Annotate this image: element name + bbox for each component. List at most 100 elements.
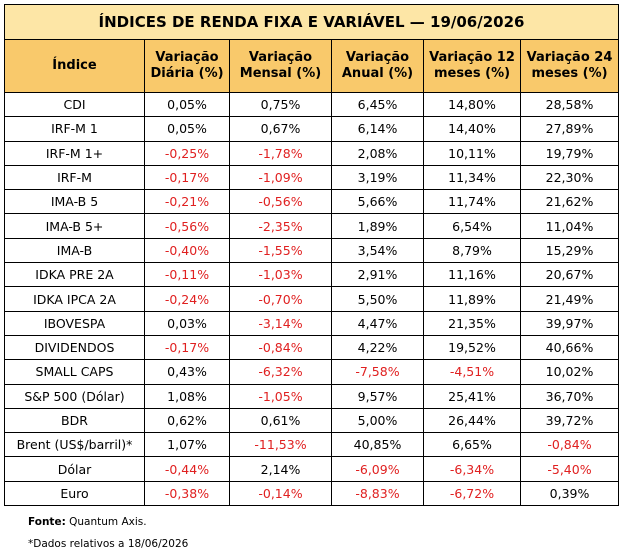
column-header: Variação 12 meses (%) — [423, 39, 521, 93]
cell-value: 5,00% — [331, 407, 424, 434]
cell-value: 21,49% — [520, 286, 619, 312]
cell-value: 0,05% — [144, 116, 230, 142]
cell-value: 19,79% — [520, 140, 619, 166]
table-row: DIVIDENDOS -0,17% -0,84% 4,22% 19,52% 40,66% — [4, 334, 619, 361]
table-row: IRF-M 1+ -0,25% -1,78% 2,08% 10,11% 19,79% — [4, 140, 619, 166]
index-name: Dólar — [4, 456, 145, 482]
cell-value: 14,40% — [423, 116, 521, 142]
column-header: Variação Anual (%) — [331, 39, 424, 93]
cell-value: 36,70% — [520, 383, 619, 409]
cell-value: -6,32% — [229, 359, 332, 385]
cell-value: 6,65% — [423, 432, 521, 458]
cell-value: 3,54% — [331, 237, 424, 264]
cell-value: 11,16% — [423, 262, 521, 288]
cell-value: 39,72% — [520, 407, 619, 434]
cell-value: -11,53% — [229, 432, 332, 458]
index-name: DIVIDENDOS — [4, 334, 145, 361]
cell-value: 2,14% — [229, 456, 332, 482]
table-row: IMA-B 5 -0,21% -0,56% 5,66% 11,74% 21,62% — [4, 189, 619, 215]
index-name: IRF-M 1+ — [4, 140, 145, 166]
cell-value: 8,79% — [423, 237, 521, 264]
index-name: IRF-M 1 — [4, 116, 145, 142]
index-name: CDI — [4, 91, 145, 118]
table-row: Brent (US$/barril)* 1,07% -11,53% 40,85% 6,6… — [4, 432, 619, 458]
cell-value: -1,09% — [229, 164, 332, 191]
table-row: Dólar -0,44% 2,14% -6,09% -6,34% -5,40% — [4, 456, 619, 482]
table-title: ÍNDICES DE RENDA FIXA E VARIÁVEL — 19/06… — [4, 4, 619, 40]
index-name: SMALL CAPS — [4, 359, 145, 385]
cell-value: 21,35% — [423, 310, 521, 336]
cell-value: 0,05% — [144, 91, 230, 118]
column-header: Variação Diária (%) — [144, 39, 230, 93]
cell-value: -4,51% — [423, 359, 521, 385]
cell-value: -0,14% — [229, 480, 332, 507]
cell-value: -6,72% — [423, 480, 521, 507]
cell-value: -7,58% — [331, 359, 424, 385]
cell-value: -8,83% — [331, 480, 424, 507]
table-row: IDKA PRE 2A -0,11% -1,03% 2,91% 11,16% 20,67% — [4, 262, 619, 288]
cell-value: 25,41% — [423, 383, 521, 409]
cell-value: 6,54% — [423, 213, 521, 239]
cell-value: -0,70% — [229, 286, 332, 312]
cell-value: 4,22% — [331, 334, 424, 361]
index-name: BDR — [4, 407, 145, 434]
cell-value: 4,47% — [331, 310, 424, 336]
source-text: Quantum Axis. — [69, 516, 147, 528]
cell-value: -0,56% — [144, 213, 230, 239]
cell-value: 0,03% — [144, 310, 230, 336]
index-name: IMA-B 5+ — [4, 213, 145, 239]
cell-value: 40,85% — [331, 432, 424, 458]
cell-value: 11,74% — [423, 189, 521, 215]
cell-value: 1,07% — [144, 432, 230, 458]
cell-value: 0,39% — [520, 480, 619, 507]
cell-value: -0,24% — [144, 286, 230, 312]
cell-value: 15,29% — [520, 237, 619, 264]
cell-value: -1,55% — [229, 237, 332, 264]
table-row: BDR 0,62% 0,61% 5,00% 26,44% 39,72% — [4, 407, 619, 434]
table-row: SMALL CAPS 0,43% -6,32% -7,58% -4,51% 10,02% — [4, 359, 619, 385]
cell-value: 1,08% — [144, 383, 230, 409]
cell-value: 2,91% — [331, 262, 424, 288]
table-row: CDI 0,05% 0,75% 6,45% 14,80% 28,58% — [4, 91, 619, 118]
source: Fonte: Quantum Axis. — [28, 516, 147, 528]
note: *Dados relativos a 18/06/2026 — [28, 538, 189, 550]
table-row: IDKA IPCA 2A -0,24% -0,70% 5,50% 11,89% 21,49… — [4, 286, 619, 312]
cell-value: 0,67% — [229, 116, 332, 142]
cell-value: -0,40% — [144, 237, 230, 264]
cell-value: -0,44% — [144, 456, 230, 482]
table-row: IMA-B 5+ -0,56% -2,35% 1,89% 6,54% 11,04% — [4, 213, 619, 239]
table-row: Euro -0,38% -0,14% -8,83% -6,72% 0,39% — [4, 480, 619, 507]
index-name: Euro — [4, 480, 145, 507]
cell-value: -0,17% — [144, 334, 230, 361]
cell-value: -1,03% — [229, 262, 332, 288]
cell-value: 11,89% — [423, 286, 521, 312]
index-name: IDKA IPCA 2A — [4, 286, 145, 312]
index-name: Brent (US$/barril)* — [4, 432, 145, 458]
index-table: ÍNDICES DE RENDA FIXA E VARIÁVEL — 19/06… — [4, 4, 619, 507]
table-container: ÍNDICES DE RENDA FIXA E VARIÁVEL — 19/06… — [4, 4, 619, 507]
cell-value: 14,80% — [423, 91, 521, 118]
cell-value: -6,34% — [423, 456, 521, 482]
cell-value: -0,25% — [144, 140, 230, 166]
cell-value: 3,19% — [331, 164, 424, 191]
cell-value: 5,66% — [331, 189, 424, 215]
source-label: Fonte: — [28, 516, 66, 528]
index-name: IRF-M — [4, 164, 145, 191]
cell-value: 22,30% — [520, 164, 619, 191]
cell-value: 11,34% — [423, 164, 521, 191]
index-name: IDKA PRE 2A — [4, 262, 145, 288]
index-name: IMA-B 5 — [4, 189, 145, 215]
cell-value: -0,84% — [520, 432, 619, 458]
table-row: IBOVESPA 0,03% -3,14% 4,47% 21,35% 39,97% — [4, 310, 619, 336]
cell-value: -3,14% — [229, 310, 332, 336]
cell-value: 21,62% — [520, 189, 619, 215]
table-row: S&P 500 (Dólar) 1,08% -1,05% 9,57% 25,41% 36,… — [4, 383, 619, 409]
table-row: IRF-M 1 0,05% 0,67% 6,14% 14,40% 27,89% — [4, 116, 619, 142]
cell-value: 39,97% — [520, 310, 619, 336]
cell-value: -0,21% — [144, 189, 230, 215]
cell-value: -6,09% — [331, 456, 424, 482]
cell-value: -1,78% — [229, 140, 332, 166]
cell-value: 11,04% — [520, 213, 619, 239]
cell-value: 0,62% — [144, 407, 230, 434]
